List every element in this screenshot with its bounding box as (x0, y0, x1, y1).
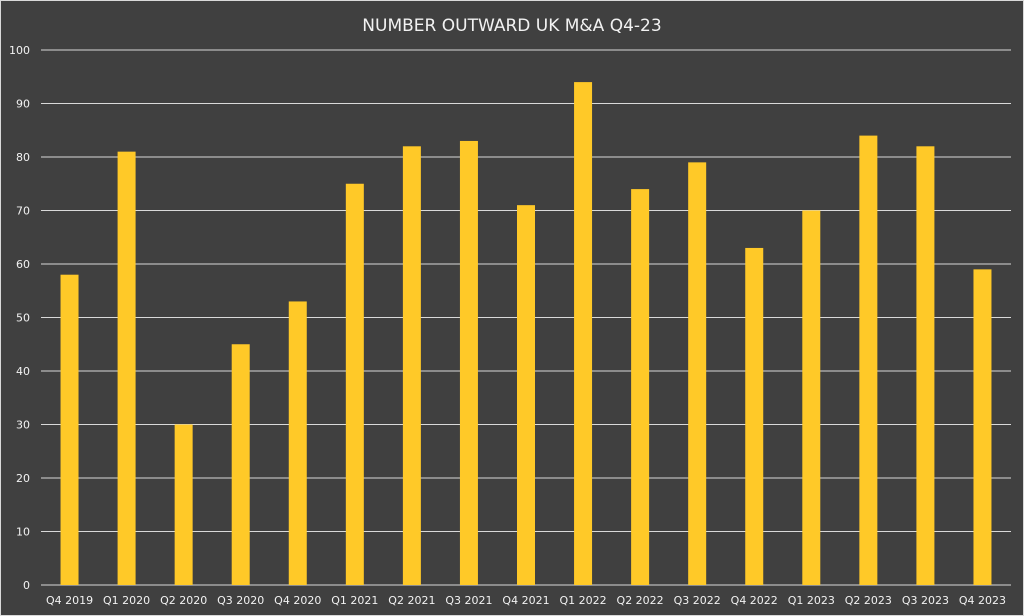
y-tick-label: 20 (16, 472, 30, 485)
bar (574, 82, 593, 585)
bar (231, 344, 250, 585)
y-tick-label: 80 (16, 151, 30, 164)
bar (802, 210, 821, 585)
bar (688, 162, 707, 585)
y-tick-label: 10 (16, 526, 30, 539)
bar (745, 247, 764, 585)
x-tick-label: Q2 2023 (845, 594, 892, 607)
bar (60, 274, 79, 585)
x-tick-label: Q3 2021 (445, 594, 492, 607)
y-tick-label: 70 (16, 205, 30, 218)
x-tick-label: Q4 2023 (959, 594, 1006, 607)
bar (174, 424, 193, 585)
y-tick-label: 30 (16, 419, 30, 432)
x-tick-label: Q1 2022 (559, 594, 606, 607)
bar (117, 151, 136, 585)
x-tick-label: Q2 2022 (617, 594, 664, 607)
y-tick-label: 60 (16, 258, 30, 271)
bar (288, 301, 307, 585)
x-tick-label: Q4 2019 (46, 594, 93, 607)
y-tick-label: 0 (23, 579, 30, 592)
bar (459, 140, 478, 585)
x-tick-label: Q4 2021 (502, 594, 549, 607)
bars (60, 82, 992, 586)
x-tick-label: Q2 2020 (160, 594, 207, 607)
y-tick-label: 50 (16, 312, 30, 325)
y-tick-label: 100 (9, 44, 30, 57)
bar (631, 189, 650, 585)
chart-title: NUMBER OUTWARD UK M&A Q4-23 (362, 16, 661, 36)
x-tick-label: Q1 2023 (788, 594, 835, 607)
y-tick-label: 90 (16, 98, 30, 111)
y-axis-tick-labels: 0 10 20 30 40 50 60 70 80 90 100 (9, 44, 30, 592)
x-tick-label: Q4 2022 (731, 594, 778, 607)
x-tick-label: Q2 2021 (388, 594, 435, 607)
bar (916, 146, 935, 586)
y-tick-label: 40 (16, 365, 30, 378)
x-tick-label: Q3 2020 (217, 594, 264, 607)
x-tick-label: Q3 2022 (674, 594, 721, 607)
x-axis-tick-labels: Q4 2019 Q1 2020 Q2 2020 Q3 2020 Q4 2020 Q1 20… (46, 594, 1006, 607)
bar (345, 183, 364, 585)
x-tick-label: Q3 2023 (902, 594, 949, 607)
bar (859, 135, 878, 585)
x-tick-label: Q4 2020 (274, 594, 321, 607)
x-tick-label: Q1 2020 (103, 594, 150, 607)
x-tick-label: Q1 2021 (331, 594, 378, 607)
bar (517, 205, 535, 585)
bar (973, 269, 992, 585)
bar (402, 146, 421, 586)
